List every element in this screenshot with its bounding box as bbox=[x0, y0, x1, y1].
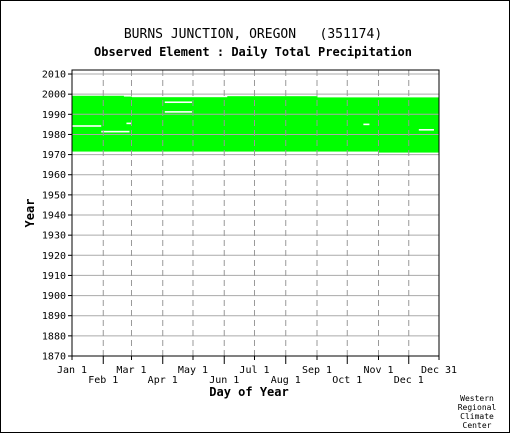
xtick-label-feb-1: Feb 1 bbox=[88, 375, 118, 386]
ytick-label-2000: 2000 bbox=[42, 90, 66, 101]
credit-line-2: Regional bbox=[458, 403, 497, 412]
coverage-block-3 bbox=[227, 96, 318, 152]
gap-4 bbox=[126, 122, 132, 125]
xtick-label-may-1: May 1 bbox=[178, 365, 208, 376]
ytick-label-1960: 1960 bbox=[42, 170, 66, 181]
xtick-label-jan-1: Jan 1 bbox=[57, 365, 87, 376]
credit-line-3: Climate bbox=[460, 412, 494, 421]
plot-border bbox=[71, 69, 440, 357]
coverage-block-2 bbox=[131, 97, 228, 152]
ytick-label-1980: 1980 bbox=[42, 130, 66, 141]
xtick-label-oct-1: Oct 1 bbox=[332, 375, 362, 386]
coverage-block-4 bbox=[317, 97, 380, 152]
coverage-block-0 bbox=[72, 95, 124, 152]
ytick-label-1910: 1910 bbox=[42, 271, 66, 282]
credit-line-1: Western bbox=[460, 394, 494, 403]
ytick-label-1870: 1870 bbox=[42, 352, 66, 363]
xtick-label-nov-1: Nov 1 bbox=[363, 365, 393, 376]
xtick-label-apr-1: Apr 1 bbox=[148, 375, 178, 386]
ytick-label-1900: 1900 bbox=[42, 291, 66, 302]
chart-title: BURNS JUNCTION, OREGON (351174) bbox=[124, 27, 382, 42]
gap-1 bbox=[101, 130, 130, 133]
xtick-label-jul-1: Jul 1 bbox=[239, 365, 269, 376]
gap-2 bbox=[164, 101, 192, 104]
xtick-label-jun-1: Jun 1 bbox=[209, 375, 239, 386]
chart-subtitle: Observed Element : Daily Total Precipita… bbox=[94, 45, 412, 59]
xtick-label-aug-1: Aug 1 bbox=[271, 375, 301, 386]
xtick-label-dec-31: Dec 31 bbox=[421, 365, 457, 376]
gap-5 bbox=[363, 123, 370, 126]
ytick-label-1970: 1970 bbox=[42, 150, 66, 161]
ytick-label-2010: 2010 bbox=[42, 70, 66, 81]
y-axis-label: Year bbox=[23, 199, 37, 228]
x-axis-label: Day of Year bbox=[209, 385, 288, 399]
ytick-label-1890: 1890 bbox=[42, 311, 66, 322]
ytick-label-1880: 1880 bbox=[42, 331, 66, 342]
ytick-label-1920: 1920 bbox=[42, 251, 66, 262]
xtick-label-sep-1: Sep 1 bbox=[302, 365, 332, 376]
gap-6 bbox=[418, 129, 434, 131]
xtick-label-mar-1: Mar 1 bbox=[116, 365, 146, 376]
ytick-label-1990: 1990 bbox=[42, 110, 66, 121]
ytick-label-1930: 1930 bbox=[42, 231, 66, 242]
gap-0 bbox=[72, 125, 102, 127]
gap-3 bbox=[164, 111, 192, 113]
credit-line-4: Center bbox=[463, 421, 492, 430]
ytick-label-1940: 1940 bbox=[42, 211, 66, 222]
xtick-label-dec-1: Dec 1 bbox=[394, 375, 424, 386]
ytick-label-1950: 1950 bbox=[42, 190, 66, 201]
